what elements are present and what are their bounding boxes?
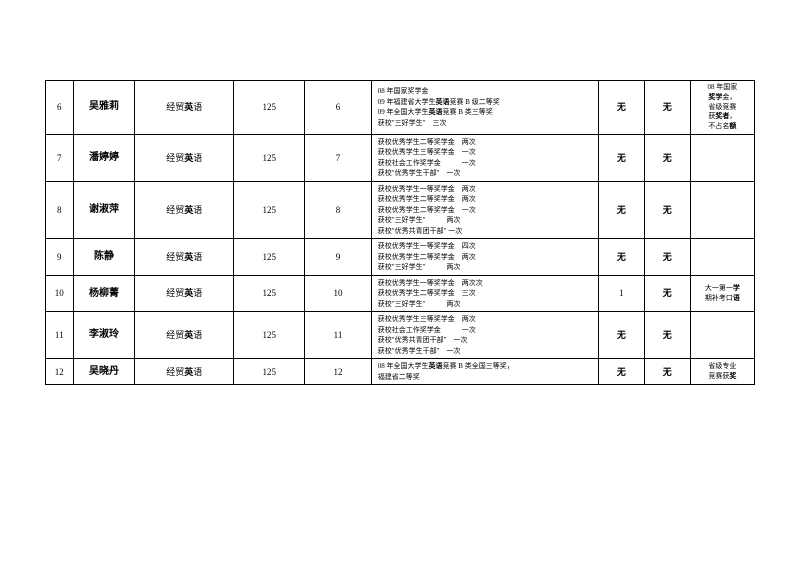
class-total: 125: [234, 239, 305, 276]
awards: 获校优秀学生一等奖学金 四次获校优秀学生二等奖学金 两次获校"三好学生" 两次: [371, 239, 598, 276]
student-name: 杨柳菁: [73, 275, 135, 312]
awards: 08 年国家奖学金09 年福建省大学生英语竞赛 B 级二等奖09 年全国大学生英…: [371, 81, 598, 135]
remark: [690, 181, 754, 239]
table-row: 12吴晓丹经贸英语1251208 年全国大学生英语竞赛 B 类全国三等奖，福建省…: [46, 359, 755, 385]
discipline: 无: [644, 239, 690, 276]
rank: 6: [305, 81, 372, 135]
fail-count: 1: [598, 275, 644, 312]
rank: 7: [305, 134, 372, 181]
student-name: 陈静: [73, 239, 135, 276]
table-row: 6吴雅莉经贸英语125608 年国家奖学金09 年福建省大学生英语竞赛 B 级二…: [46, 81, 755, 135]
major: 经贸英语: [135, 312, 234, 359]
table-row: 10杨柳菁经贸英语12510获校优秀学生一等奖学金 两次次获校优秀学生二等奖学金…: [46, 275, 755, 312]
discipline: 无: [644, 134, 690, 181]
remark: 省级专业竞赛获奖: [690, 359, 754, 385]
class-total: 125: [234, 181, 305, 239]
rank: 10: [305, 275, 372, 312]
rank: 9: [305, 239, 372, 276]
major: 经贸英语: [135, 359, 234, 385]
row-number: 7: [46, 134, 74, 181]
awards: 08 年全国大学生英语竞赛 B 类全国三等奖，福建省二等奖: [371, 359, 598, 385]
row-number: 12: [46, 359, 74, 385]
student-name: 潘婷婷: [73, 134, 135, 181]
major: 经贸英语: [135, 134, 234, 181]
discipline: 无: [644, 81, 690, 135]
discipline: 无: [644, 181, 690, 239]
student-name: 谢淑萍: [73, 181, 135, 239]
awards: 获校优秀学生三等奖学金 两次获校社会工作奖学金 一次获校"优秀共青团干部" 一次…: [371, 312, 598, 359]
remark: 08 年国家奖学金，省级竞赛获奖者，不占名额: [690, 81, 754, 135]
major: 经贸英语: [135, 275, 234, 312]
class-total: 125: [234, 312, 305, 359]
fail-count: 无: [598, 239, 644, 276]
table-row: 11李淑玲经贸英语12511获校优秀学生三等奖学金 两次获校社会工作奖学金 一次…: [46, 312, 755, 359]
rank: 11: [305, 312, 372, 359]
table-row: 7潘婷婷经贸英语1257获校优秀学生二等奖学金 两次获校优秀学生三等奖学金 一次…: [46, 134, 755, 181]
major: 经贸英语: [135, 181, 234, 239]
class-total: 125: [234, 81, 305, 135]
scholarship-table: 6吴雅莉经贸英语125608 年国家奖学金09 年福建省大学生英语竞赛 B 级二…: [45, 80, 755, 385]
fail-count: 无: [598, 134, 644, 181]
table-row: 9陈静经贸英语1259获校优秀学生一等奖学金 四次获校优秀学生二等奖学金 两次获…: [46, 239, 755, 276]
row-number: 8: [46, 181, 74, 239]
discipline: 无: [644, 312, 690, 359]
class-total: 125: [234, 359, 305, 385]
row-number: 10: [46, 275, 74, 312]
table-row: 8谢淑萍经贸英语1258获校优秀学生一等奖学金 两次获校优秀学生二等奖学金 两次…: [46, 181, 755, 239]
fail-count: 无: [598, 81, 644, 135]
fail-count: 无: [598, 312, 644, 359]
fail-count: 无: [598, 359, 644, 385]
student-name: 吴晓丹: [73, 359, 135, 385]
row-number: 6: [46, 81, 74, 135]
fail-count: 无: [598, 181, 644, 239]
remark: 大一第一学期补考口语: [690, 275, 754, 312]
discipline: 无: [644, 359, 690, 385]
awards: 获校优秀学生二等奖学金 两次获校优秀学生三等奖学金 一次获校社会工作奖学金 一次…: [371, 134, 598, 181]
row-number: 9: [46, 239, 74, 276]
student-name: 吴雅莉: [73, 81, 135, 135]
awards: 获校优秀学生一等奖学金 两次获校优秀学生二等奖学金 两次获校优秀学生二等奖学金 …: [371, 181, 598, 239]
remark: [690, 239, 754, 276]
remark: [690, 134, 754, 181]
awards: 获校优秀学生一等奖学金 两次次获校优秀学生二等奖学金 三次获校"三好学生" 两次: [371, 275, 598, 312]
major: 经贸英语: [135, 81, 234, 135]
class-total: 125: [234, 275, 305, 312]
row-number: 11: [46, 312, 74, 359]
discipline: 无: [644, 275, 690, 312]
remark: [690, 312, 754, 359]
major: 经贸英语: [135, 239, 234, 276]
class-total: 125: [234, 134, 305, 181]
rank: 8: [305, 181, 372, 239]
student-name: 李淑玲: [73, 312, 135, 359]
rank: 12: [305, 359, 372, 385]
